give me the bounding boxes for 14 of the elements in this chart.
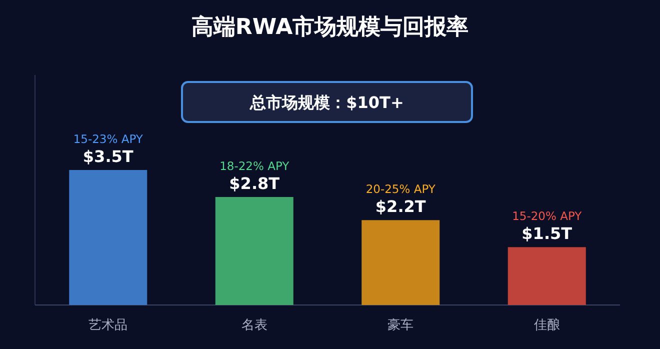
annotation: 15-20% APY bbox=[512, 209, 583, 224]
annotation: 15-23% APY bbox=[73, 132, 144, 146]
x-tick-label: 艺术品 bbox=[88, 318, 128, 333]
x-tick-label: 佳酿 bbox=[534, 318, 560, 333]
total-box: 总市场规模：$10T+ bbox=[181, 81, 473, 123]
data-label: $3.5T bbox=[82, 147, 134, 166]
x-tick-label: 豪车 bbox=[388, 318, 414, 333]
chart-title: 高端RWA市场规模与回报率 bbox=[191, 14, 469, 40]
data-label: $2.8T bbox=[229, 174, 280, 193]
data-label: $1.5T bbox=[522, 224, 572, 244]
data-label: $2.2T bbox=[375, 197, 426, 216]
annotation: 18-22% APY bbox=[220, 159, 290, 173]
annotation: 20-25% APY bbox=[366, 182, 436, 196]
x-tick-label: 名表 bbox=[241, 318, 268, 333]
